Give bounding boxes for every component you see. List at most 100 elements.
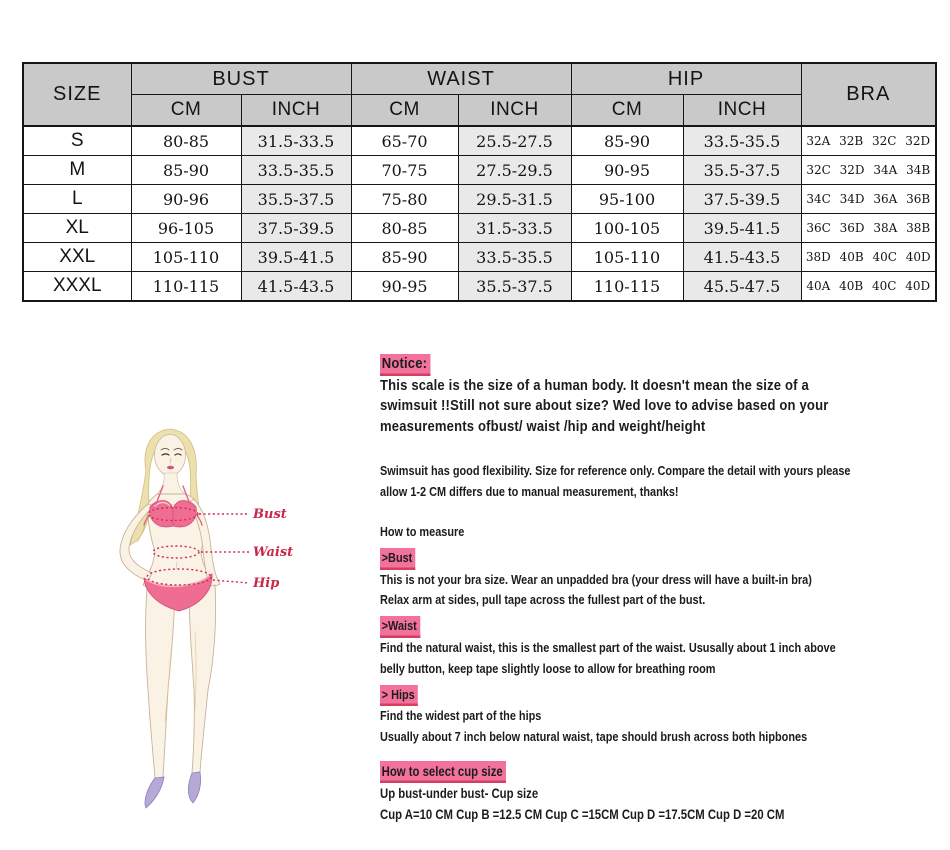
info-text-column: Notice: This scale is the size of a huma… [380,354,940,825]
cell-waist-cm: 70-75 [350,155,459,185]
cell-size: XXXL [22,271,132,302]
cell-hip-inch: 33.5-35.5 [682,125,802,156]
cell-bra: 40A 40B 40C 40D [800,271,937,302]
cup-size-heading: How to select cup size [380,760,850,783]
notice-line: swimsuit !!Still not sure about size? We… [380,397,829,414]
cell-hip-cm: 105-110 [570,242,684,272]
figure-waist-label: Waist [253,545,293,560]
how-to-measure-section: How to measure >Bust This is not your br… [380,522,940,748]
bust-measure-line [147,506,199,522]
cell-bust-cm: 110-115 [130,271,242,302]
cell-hip-cm: 100-105 [570,213,684,243]
cell-hip-inch: 37.5-39.5 [682,184,802,214]
cell-bust-cm: 80-85 [130,125,242,156]
col-header-hip: HIP [570,62,802,95]
cell-bust-cm: 105-110 [130,242,242,272]
cell-size: S [22,125,132,156]
cell-size: L [22,184,132,214]
cell-hip-inch: 41.5-43.5 [682,242,802,272]
right-leg [188,584,217,774]
cell-waist-inch: 27.5-29.5 [457,155,572,185]
cell-bust-cm: 90-96 [130,184,242,214]
cell-bra: 32C 32D 34A 34B [800,155,937,185]
cell-waist-cm: 85-90 [350,242,459,272]
bust-instruction: Relax arm at sides, pull tape across the… [380,592,706,608]
table-row-xl: XL 96-105 37.5-39.5 80-85 31.5-33.5 100-… [22,213,937,243]
cell-waist-cm: 90-95 [350,271,459,302]
cell-size: XL [22,213,132,243]
table-row-l: L 90-96 35.5-37.5 75-80 29.5-31.5 95-100… [22,184,937,214]
figure-bust-label: Bust [252,507,287,522]
waist-instruction: Find the natural waist, this is the smal… [380,639,836,655]
waist-measure-line [152,545,200,559]
cell-hip-cm: 85-90 [570,125,684,156]
cell-waist-cm: 80-85 [350,213,459,243]
measurement-guides [146,506,250,586]
subheader-bust-inch: INCH [240,94,352,127]
flexibility-line: Swimsuit has good flexibility. Size for … [380,463,851,478]
size-chart-table: SIZE BUST WAIST HIP BRA CM INCH CM INCH … [22,62,937,302]
col-header-bust: BUST [130,62,352,95]
table-row-xxl: XXL 105-110 39.5-41.5 85-90 33.5-35.5 10… [22,242,937,272]
cell-bust-inch: 31.5-33.5 [240,125,352,156]
how-to-measure-heading: How to measure [380,524,465,539]
waist-instruction: belly button, keep tape slightly loose t… [380,660,716,676]
table-row-m: M 85-90 33.5-35.5 70-75 27.5-29.5 90-95 … [22,155,937,185]
right-shoe [187,771,201,804]
notice-line: measurements ofbust/ waist /hip and weig… [380,417,706,435]
bust-heading: >Bust [380,547,850,570]
figure-body [119,428,221,809]
cell-waist-cm: 75-80 [350,184,459,214]
col-header-bra: BRA [800,62,937,127]
measurement-figure-illustration: Bust Waist Hip [119,428,293,809]
table-row-xxxl: XXXL 110-115 41.5-43.5 90-95 35.5-37.5 1… [22,271,937,302]
cell-bust-inch: 37.5-39.5 [240,213,352,243]
cell-bust-cm: 85-90 [130,155,242,185]
cell-hip-inch: 45.5-47.5 [682,271,802,302]
notice-heading: Notice: [380,354,867,376]
flexibility-line: allow 1-2 CM differs due to manual measu… [380,484,679,499]
cup-size-line: Cup A=10 CM Cup B =12.5 CM Cup C =15CM C… [380,806,785,822]
subheader-hip-inch: INCH [682,94,802,127]
cell-bust-cm: 96-105 [130,213,242,243]
cell-bust-inch: 41.5-43.5 [240,271,352,302]
flexibility-note-section: Swimsuit has good flexibility. Size for … [380,460,940,502]
cell-waist-inch: 29.5-31.5 [457,184,572,214]
subheader-hip-cm: CM [570,94,684,127]
cell-hip-cm: 110-115 [570,271,684,302]
table-row-s: S 80-85 31.5-33.5 65-70 25.5-27.5 85-90 … [22,125,937,156]
left-shoe [144,776,165,809]
subheader-bust-cm: CM [130,94,242,127]
waist-heading: >Waist [380,616,850,638]
col-header-waist: WAIST [350,62,572,95]
hip-measure-line [146,568,212,586]
cell-bra: 32A 32B 32C 32D [800,125,937,156]
hips-heading: > Hips [380,684,850,707]
hip-leader-line [212,579,250,584]
subheader-waist-inch: INCH [457,94,572,127]
left-leg [145,587,176,780]
figure-hip-label: Hip [252,576,279,591]
cup-size-section: How to select cup size Up bust-under bus… [380,760,940,825]
cell-waist-inch: 31.5-33.5 [457,213,572,243]
cell-waist-inch: 25.5-27.5 [457,125,572,156]
hips-instruction: Find the widest part of the hips [380,708,542,724]
cell-hip-inch: 39.5-41.5 [682,213,802,243]
cell-hip-cm: 95-100 [570,184,684,214]
cell-bra: 34C 34D 36A 36B [800,184,937,214]
cell-hip-cm: 90-95 [570,155,684,185]
cell-hip-inch: 35.5-37.5 [682,155,802,185]
cell-waist-cm: 65-70 [350,125,459,156]
cell-size: M [22,155,132,185]
cell-size: XXL [22,242,132,272]
cell-bust-inch: 33.5-35.5 [240,155,352,185]
cell-waist-inch: 35.5-37.5 [457,271,572,302]
hips-instruction: Usually about 7 inch below natural waist… [380,729,808,745]
bust-instruction: This is not your bra size. Wear an unpad… [380,571,812,587]
subheader-waist-cm: CM [350,94,459,127]
cell-bra: 38D 40B 40C 40D [800,242,937,272]
notice-line: This scale is the size of a human body. … [380,376,809,394]
cup-size-line: Up bust-under bust- Cup size [380,785,539,801]
notice-section: Notice: This scale is the size of a huma… [380,354,940,437]
